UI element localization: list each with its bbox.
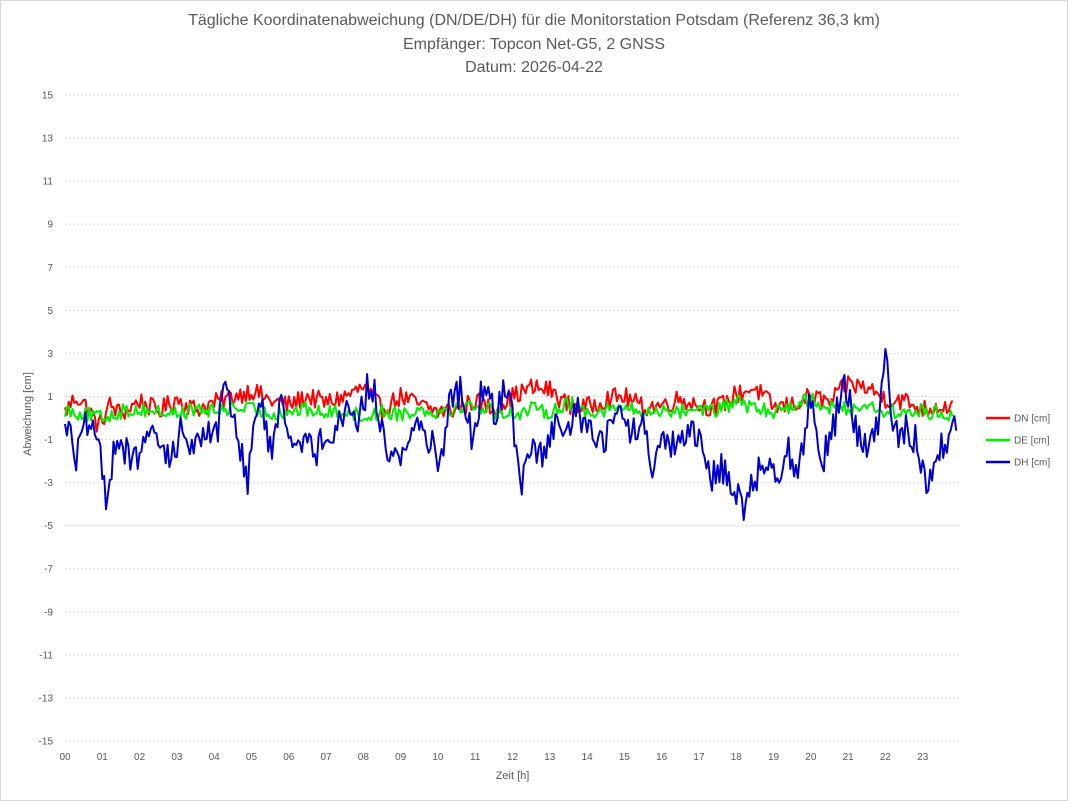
x-tick-label: 15 — [619, 752, 631, 763]
y-tick-label: 13 — [42, 134, 54, 145]
y-tick-labels: 15 13 11 9 7 5 3 1 -1 -3 -5 -7 -9 -11 -13 -15 — [39, 91, 54, 748]
x-tick-label: 03 — [171, 752, 183, 763]
x-tick-label: 09 — [395, 752, 407, 763]
y-tick-label: 11 — [43, 177, 54, 188]
x-tick-label: 11 — [470, 752, 481, 763]
x-tick-label: 13 — [544, 752, 556, 763]
series-line — [64, 348, 958, 521]
y-tick-label: 3 — [47, 349, 53, 360]
x-axis-title: Zeit [h] — [496, 770, 530, 782]
y-tick-label: -15 — [39, 737, 54, 748]
x-tick-label: 04 — [209, 752, 221, 763]
y-tick-label: -3 — [44, 478, 53, 489]
x-tick-labels: 00 01 02 03 04 05 06 07 08 09 10 11 12 13 14 15 16 17 18 19… — [59, 752, 928, 763]
grid-lines — [65, 94, 960, 742]
x-tick-label: 16 — [656, 752, 668, 763]
legend-label: DN [cm] — [1014, 414, 1050, 425]
chart-date: Datum: 2026-04-22 — [465, 59, 603, 76]
legend: DN [cm] DE [cm] DH [cm] — [986, 414, 1050, 469]
chart-subtitle: Empfänger: Topcon Net-G5, 2 GNSS — [402, 36, 666, 53]
legend-label: DE [cm] — [1014, 436, 1050, 447]
y-tick-label: -7 — [44, 564, 53, 575]
x-tick-label: 07 — [320, 752, 332, 763]
legend-label: DH [cm] — [1014, 458, 1050, 469]
x-tick-label: 23 — [917, 752, 929, 763]
x-tick-label: 19 — [768, 752, 780, 763]
y-tick-label: 1 — [47, 392, 53, 403]
y-tick-label: 15 — [42, 91, 54, 102]
x-tick-label: 18 — [731, 752, 743, 763]
series-lines — [64, 348, 958, 521]
x-tick-label: 14 — [582, 752, 594, 763]
x-tick-label: 12 — [507, 752, 519, 763]
x-tick-label: 21 — [843, 752, 855, 763]
y-tick-label: -1 — [44, 435, 53, 446]
y-axis-title: Abweichung [cm] — [22, 372, 34, 456]
y-tick-label: -5 — [44, 521, 53, 532]
series-line — [64, 392, 954, 423]
y-tick-label: -9 — [44, 607, 53, 618]
y-tick-label: 7 — [47, 263, 53, 274]
y-tick-label: 5 — [47, 306, 53, 317]
x-tick-label: 10 — [432, 752, 444, 763]
x-tick-label: 08 — [358, 752, 370, 763]
x-tick-label: 22 — [880, 752, 892, 763]
x-tick-label: 06 — [283, 752, 295, 763]
y-tick-label: -13 — [39, 693, 54, 704]
x-tick-label: 01 — [97, 752, 109, 763]
x-tick-label: 20 — [805, 752, 817, 763]
x-tick-label: 05 — [246, 752, 258, 763]
x-tick-label: 02 — [134, 752, 146, 763]
chart-title: Tägliche Koordinatenabweichung (DN/DE/DH… — [188, 12, 880, 29]
y-tick-label: 9 — [47, 220, 53, 231]
x-tick-label: 00 — [59, 752, 71, 763]
y-tick-label: -11 — [39, 650, 53, 661]
x-tick-label: 17 — [693, 752, 705, 763]
